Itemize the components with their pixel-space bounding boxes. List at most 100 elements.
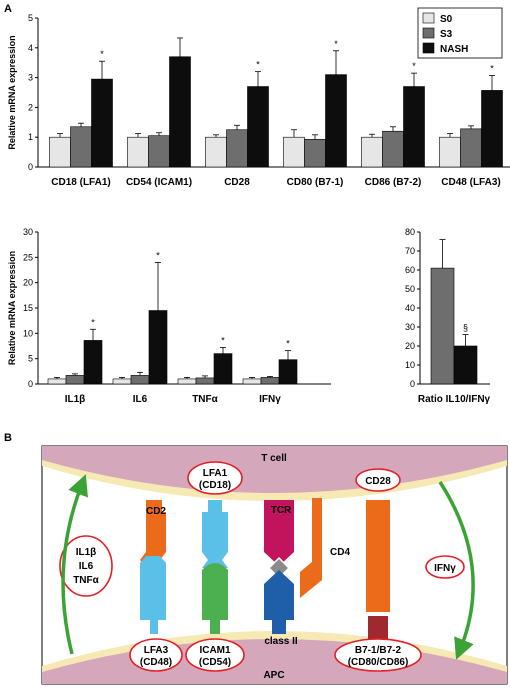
apc-label: APC	[263, 670, 284, 681]
bar-s3	[70, 126, 92, 168]
y-tick-label: 0	[28, 162, 33, 172]
cytokine-il6: IL6	[79, 561, 94, 572]
category-label: IFNγ	[259, 394, 281, 405]
panel-label-a: A	[4, 3, 12, 15]
legend-swatch-s0	[422, 12, 435, 24]
cd28-molecule	[366, 500, 390, 612]
bar-nash	[325, 74, 347, 168]
significance-marker: *	[91, 317, 95, 327]
icam1-label-line2: (CD54)	[199, 657, 231, 668]
mhc-class-ii-molecule	[264, 570, 294, 634]
y-tick-label: 40	[405, 303, 415, 313]
y-axis-label: Relative mRNA expression	[7, 35, 17, 149]
bar-s0	[283, 136, 305, 168]
cell-interaction-diagram: T cell APC CD2 TCR class II CD4	[41, 445, 508, 685]
category-label: CD54 (ICAM1)	[126, 177, 192, 188]
y-tick-label: 3	[28, 73, 33, 83]
y-tick-label: 50	[405, 284, 415, 294]
y-tick-label: 0	[410, 379, 415, 389]
y-tick-label: 1	[28, 132, 33, 142]
bar-nash	[148, 310, 168, 385]
cytokine-il1b: IL1β	[76, 547, 97, 558]
b7-ellipse	[334, 638, 422, 672]
bar-s0	[439, 136, 461, 168]
legend-label-s0: S0	[440, 14, 453, 25]
legend-swatch-s3	[422, 27, 435, 39]
tcr-mhc-pair: TCR class II	[264, 500, 298, 647]
bar-s3	[65, 375, 85, 385]
y-tick-label: 5	[28, 13, 33, 23]
bar-nash	[403, 86, 425, 168]
legend-swatch-nash	[422, 42, 435, 54]
class-ii-label: class II	[264, 636, 298, 647]
significance-marker: *	[286, 339, 290, 349]
icam1-molecule	[202, 563, 228, 634]
bar-s3	[304, 138, 326, 168]
significance-marker: *	[221, 336, 225, 346]
panel-label-b: B	[4, 432, 12, 444]
t-cell-label: T cell	[261, 453, 287, 464]
bar-s0	[47, 378, 67, 385]
lfa3-label-line2: (CD48)	[140, 657, 172, 668]
bar-s3	[148, 135, 170, 168]
cd2-label: CD2	[146, 506, 166, 517]
y-tick-label: 30	[23, 227, 33, 237]
y-tick-label: 4	[28, 43, 33, 53]
y-tick-label: 25	[23, 252, 33, 262]
lfa3-ellipse	[129, 638, 183, 672]
significance-marker: *	[100, 49, 104, 59]
cd2-lfa3-pair: CD2	[140, 500, 166, 634]
b7-label-line1: B7-1/B7-2	[355, 645, 402, 656]
y-tick-label: 2	[28, 102, 33, 112]
bar-s3	[130, 375, 150, 385]
significance-marker: *	[412, 61, 416, 71]
y-tick-label: 0	[28, 379, 33, 389]
lfa1-icam1-pair	[202, 500, 228, 634]
category-label: IL6	[133, 394, 148, 405]
bar-s0	[361, 136, 383, 168]
bar-nash	[453, 345, 478, 385]
bar-nash	[213, 353, 233, 385]
y-tick-label: 10	[405, 360, 415, 370]
y-tick-label: 70	[405, 246, 415, 256]
y-tick-label: 60	[405, 265, 415, 275]
cd4-label: CD4	[330, 547, 350, 558]
bar-s0	[127, 136, 149, 168]
legend-label-nash: NASH	[440, 44, 468, 55]
cd28-ellipse	[355, 468, 401, 492]
legend: S0 S3 NASH	[417, 7, 503, 59]
bar-nash	[169, 56, 191, 168]
cytokine-right-ellipse	[425, 555, 465, 579]
lfa1-molecule	[202, 500, 228, 568]
y-tick-label: 5	[28, 354, 33, 364]
lfa3-label-line1: LFA3	[144, 645, 169, 656]
bar-s3	[460, 128, 482, 168]
significance-marker: *	[490, 64, 494, 74]
bar-s3	[430, 267, 455, 385]
category-label: TNFα	[192, 394, 218, 405]
arrow-apc-to-tcell	[61, 474, 88, 655]
icam1-label-line1: ICAM1	[199, 645, 231, 656]
bar-s0	[242, 378, 262, 385]
y-tick-label: 20	[405, 341, 415, 351]
category-label: CD86 (B7-2)	[365, 177, 422, 188]
cd28-label: CD28	[365, 476, 391, 487]
y-tick-label: 10	[23, 328, 33, 338]
category-label: CD28	[224, 177, 250, 188]
bar-s0	[49, 136, 71, 168]
significance-marker: *	[156, 250, 160, 260]
y-tick-label: 80	[405, 227, 415, 237]
tcr-label: TCR	[271, 505, 292, 516]
category-label: Ratio IL10/IFNγ	[418, 394, 491, 405]
bar-nash	[83, 340, 103, 385]
lfa1-ellipse	[187, 461, 243, 495]
chart-surface-markers: 0 1 2 3 4 5 Relative mRNA expression * CD18 (LFA…	[7, 13, 510, 188]
category-label: CD18 (LFA1)	[51, 177, 110, 188]
bar-nash	[278, 359, 298, 385]
legend-label-s3: S3	[440, 29, 453, 40]
y-tick-label: 20	[23, 278, 33, 288]
bar-s3	[195, 377, 215, 385]
bar-s3	[382, 130, 404, 168]
chart-ratio-il10-ifng: 0 10 20 30 40 50 60 70 80 § Ratio IL10/IFNγ	[405, 227, 491, 405]
